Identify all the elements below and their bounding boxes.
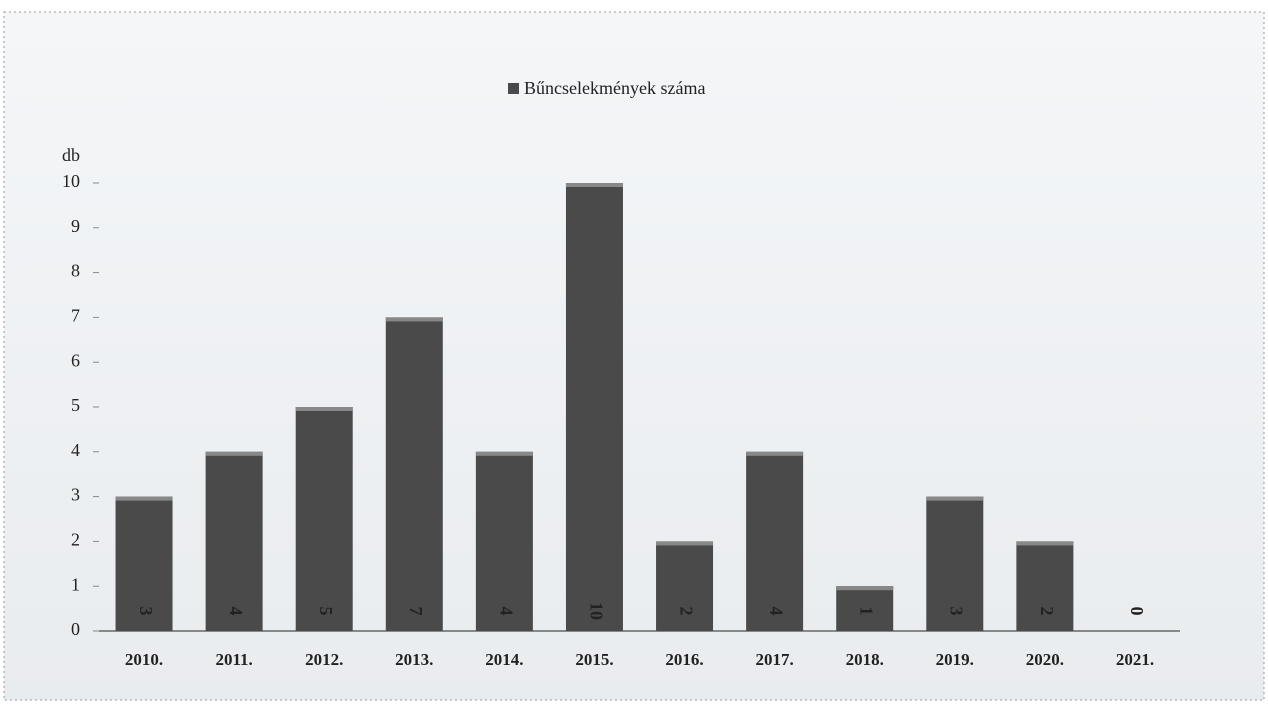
- y-tick-label: 2: [71, 530, 80, 550]
- bar-highlight: [475, 451, 533, 456]
- bar: [836, 586, 894, 631]
- y-tick-label: 9: [71, 216, 80, 236]
- legend-label: Bűncselekmények száma: [524, 78, 705, 98]
- x-tick-label: 2015.: [575, 650, 613, 669]
- data-label: 2: [1037, 607, 1057, 616]
- bar-highlight: [836, 586, 894, 591]
- y-tick-label: 6: [71, 350, 80, 370]
- bar: [656, 541, 714, 631]
- x-tick-label: 2012.: [305, 650, 343, 669]
- bar: [115, 496, 173, 631]
- chart-frame: [3, 11, 1265, 701]
- x-tick-label: 2010.: [125, 650, 163, 669]
- data-label: 3: [947, 607, 967, 616]
- y-tick-label: 1: [71, 574, 80, 594]
- bar: [1016, 541, 1074, 631]
- y-tick-label: 7: [71, 306, 80, 326]
- bar-highlight: [205, 451, 263, 456]
- bar-highlight: [656, 541, 714, 546]
- bar-highlight: [746, 451, 804, 456]
- bar-highlight: [565, 183, 623, 187]
- bar: [926, 496, 984, 631]
- data-label: 5: [316, 607, 336, 616]
- y-tick-label: 3: [71, 485, 80, 505]
- y-tick-label: 5: [71, 395, 80, 415]
- legend-swatch: [508, 83, 519, 94]
- y-axis-label: db: [62, 145, 80, 165]
- data-label: 3: [136, 607, 156, 616]
- bar-highlight: [385, 317, 443, 322]
- x-tick-label: 2014.: [485, 650, 523, 669]
- x-tick-label: 2020.: [1026, 650, 1064, 669]
- bar: [295, 407, 353, 631]
- data-label: 0: [1127, 607, 1147, 616]
- bar-highlight: [115, 496, 173, 501]
- bar: [385, 317, 443, 631]
- data-label: 4: [767, 607, 787, 616]
- x-tick-label: 2021.: [1116, 650, 1154, 669]
- bar-highlight: [295, 407, 353, 411]
- y-tick-label: 0: [71, 619, 80, 639]
- data-label: 4: [496, 607, 516, 616]
- bar-highlight: [1016, 541, 1074, 546]
- x-tick-label: 2011.: [215, 650, 252, 669]
- data-label: 4: [226, 607, 246, 616]
- y-tick-label: 8: [71, 261, 80, 281]
- x-tick-label: 2013.: [395, 650, 433, 669]
- x-tick-label: 2018.: [846, 650, 884, 669]
- y-tick-label: 10: [62, 171, 80, 191]
- bar: [475, 451, 533, 631]
- bar: [746, 451, 804, 631]
- data-label: 7: [406, 607, 426, 616]
- data-label: 2: [676, 607, 696, 616]
- x-tick-label: 2016.: [665, 650, 703, 669]
- bar: [205, 451, 263, 631]
- x-tick-label: 2019.: [936, 650, 974, 669]
- y-tick-label: 4: [71, 440, 80, 460]
- data-label: 1: [857, 607, 877, 616]
- bar: [565, 183, 623, 631]
- bar-highlight: [926, 496, 984, 501]
- data-label: 10: [586, 602, 606, 620]
- x-tick-label: 2017.: [756, 650, 794, 669]
